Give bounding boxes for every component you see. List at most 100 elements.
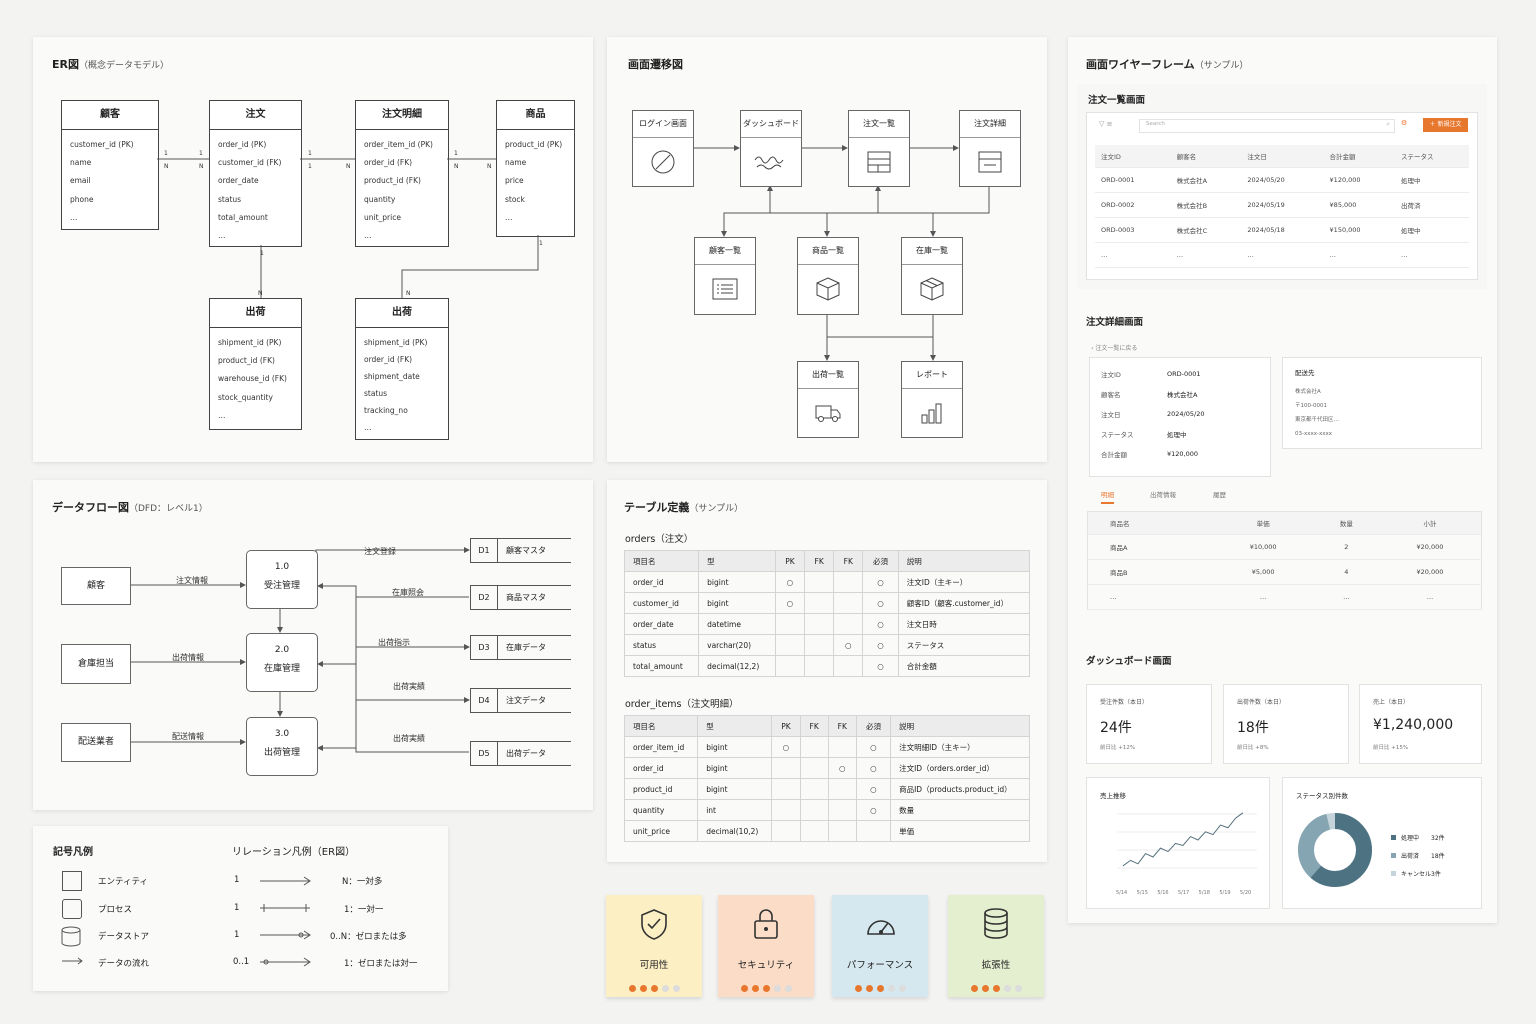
screen-flow-title: 画面遷移図 — [628, 58, 683, 71]
flow-label: 注文情報 — [176, 575, 208, 585]
relation-lines — [260, 876, 311, 967]
screen-customer-list[interactable]: 顧客一覧 — [694, 237, 756, 315]
flow-label: 出荷指示 — [378, 637, 410, 647]
x-tick-label: 5/19 — [1219, 890, 1230, 896]
screen-dashboard[interactable]: ダッシュボード — [740, 110, 802, 187]
new-order-button[interactable]: ＋ 新規注文 — [1423, 118, 1468, 132]
status-card: ステータス別件数 処理中 32件 出荷済 18件 キャンセル3件 — [1282, 777, 1482, 909]
back-link[interactable]: ‹ 注文一覧に戻る — [1091, 345, 1138, 352]
tab-shipment[interactable]: 出荷情報 — [1150, 491, 1176, 499]
card-label: N — [164, 163, 169, 170]
x-tick-label: 5/14 — [1116, 890, 1127, 896]
table-row: status varchar(20) ○ ○ ステータス — [623, 634, 1031, 656]
search-input[interactable]: Search ⌕ — [1139, 119, 1395, 133]
card-label: N — [487, 163, 492, 170]
card-label: 1 — [539, 240, 543, 247]
orders-table: 項目名型 PK FK FK 必須 説明 order_id bigint ○ ○ 注文ID（主キー）… — [623, 550, 1031, 677]
table-row[interactable]: 商品A ¥10,000 2 ¥20,000 — [1087, 534, 1482, 560]
entity-name: 注文明細 — [356, 101, 448, 130]
order-detail-wireframe: 注文詳細画面 ‹ 注文一覧に戻る 注文ID ORD-0001 顧客名 株式会社A 注… — [1077, 305, 1487, 625]
symbol-label: プロセス — [98, 905, 133, 915]
settings-icon[interactable]: ⚙ — [1401, 119, 1408, 127]
process-shipment-management[interactable]: 3.0 出荷管理 — [246, 717, 318, 776]
screen-label: ダッシュボード — [741, 111, 801, 138]
relation-left: 1 — [234, 903, 240, 913]
external-warehouse[interactable]: 倉庫担当 — [61, 644, 131, 684]
entity-name: 出荷 — [210, 299, 301, 328]
order-items-table: 項目名型 PK FK FK 必須 説明 order_item_id bigint ○ ○ 注文明細… — [623, 715, 1030, 842]
status-donut-chart — [1298, 813, 1372, 887]
process-order-management[interactable]: 1.0 受注管理 — [246, 550, 318, 609]
dfd-panel: データフロー図（DFD：レベル1） 注文情報 出荷情報 配送情報 注文登録 在庫… — [33, 480, 593, 810]
gauge-icon — [867, 920, 895, 935]
prohibited-icon — [651, 150, 675, 174]
tab-history[interactable]: 履歴 — [1213, 491, 1226, 499]
lock-icon — [754, 909, 778, 939]
symbol-process-icon — [62, 899, 82, 919]
order-items-table-title: order_items（注文明細） — [625, 699, 739, 710]
wf-order-detail-title: 注文詳細画面 — [1086, 317, 1144, 328]
entity-shipment-order[interactable]: 出荷 shipment_id (PK) order_id (FK) shipment… — [355, 298, 449, 440]
filter-icon[interactable]: ▽ ≡ — [1099, 120, 1113, 128]
wireframe-panel: 画面ワイヤーフレーム（サンプル） 注文一覧画面 ▽ ≡ Search ⌕ ⚙ ＋… — [1068, 37, 1497, 923]
entity-product[interactable]: 商品 product_id (PK) name price stock… — [496, 100, 575, 237]
datastore-d2[interactable]: D2 商品マスタ — [470, 585, 571, 610]
table-row: …………… — [1095, 242, 1469, 268]
screen-inventory-list[interactable]: 在庫一覧 — [901, 237, 963, 315]
screen-product-list[interactable]: 商品一覧 — [797, 237, 859, 315]
entity-shipment-stock[interactable]: 出荷 shipment_id (PK) product_id (FK) wareho… — [209, 298, 302, 430]
flow-label: 出荷実績 — [393, 681, 425, 691]
rating-dot-filled — [650, 985, 658, 992]
table-definition-panel: テーブル定義（サンプル） orders（注文） 項目名型 PK FK FK 必須 説明 o… — [607, 480, 1047, 862]
screen-order-list[interactable]: 注文一覧 — [848, 110, 910, 187]
table-row[interactable]: ORD-0002 株式会社B 2024/05/19 ¥85,000 出荷済 — [1095, 192, 1469, 218]
screen-report[interactable]: レポート — [901, 361, 963, 438]
rating-dots — [718, 977, 814, 996]
table-row[interactable]: ORD-0001 株式会社A 2024/05/20 ¥120,000 処理中 — [1095, 167, 1469, 193]
rating-dot-filled — [740, 985, 748, 992]
x-tick-label: 5/16 — [1157, 890, 1168, 896]
symbol-label: エンティティ — [98, 877, 148, 887]
entity-name: 注文 — [210, 101, 301, 130]
tab-details[interactable]: 明細 — [1101, 489, 1114, 504]
external-customer[interactable]: 顧客 — [61, 567, 131, 605]
datastore-d5[interactable]: D5 出荷データ — [470, 741, 571, 766]
screen-label: 在庫一覧 — [902, 238, 962, 265]
legend-item: キャンセル3件 — [1391, 866, 1445, 884]
table-row[interactable]: 商品B ¥5,000 4 ¥20,000 — [1087, 559, 1482, 585]
entity-order[interactable]: 注文 order_id (PK) customer_id (FK) order_da… — [209, 100, 302, 247]
donut-segment-processing — [1298, 813, 1372, 887]
x-tick-label: 5/17 — [1178, 890, 1189, 896]
entity-name: 出荷 — [356, 299, 448, 328]
screen-login[interactable]: ログイン画面 — [632, 110, 694, 187]
datastore-d3[interactable]: D3 在庫データ — [470, 635, 571, 660]
entity-name: 商品 — [497, 101, 574, 130]
note-label: パフォーマンス — [846, 960, 914, 971]
note-label: 拡張性 — [981, 960, 1011, 971]
rating-dot-filled — [751, 985, 759, 992]
rating-dot-empty — [661, 985, 669, 992]
table-def-title: テーブル定義（サンプル） — [624, 501, 744, 514]
note-security: セキュリティ — [718, 895, 814, 997]
kpi-sales: 売上（本日） ¥1,240,000 前日比 +15% — [1359, 684, 1482, 764]
datastore-d4[interactable]: D4 注文データ — [470, 688, 571, 713]
table-row[interactable]: ORD-0003 株式会社C 2024/05/18 ¥150,000 処理中 — [1095, 217, 1469, 243]
entity-order-detail[interactable]: 注文明細 order_item_id (PK) order_id (FK) prod… — [355, 100, 449, 247]
ship-to-card: 配送先 株式会社A 〒100-0001 東京都千代田区… 03-xxxx-xxxx — [1282, 357, 1482, 449]
screen-shipment-list[interactable]: 出荷一覧 — [797, 361, 859, 438]
datastore-d1[interactable]: D1 顧客マスタ — [470, 538, 571, 563]
process-inventory-management[interactable]: 2.0 在庫管理 — [246, 633, 318, 692]
note-performance: パフォーマンス — [832, 895, 928, 997]
card-label: N — [346, 163, 351, 170]
legend-item: 出荷済 18件 — [1391, 848, 1445, 866]
screen-flow-panel: 画面遷移図 ログイン画面 ダッシュボード 注文一覧 注文詳細 顧客 — [607, 37, 1047, 462]
entity-customer[interactable]: 顧客 customer_id (PK) name email phone… — [61, 100, 159, 230]
external-carrier[interactable]: 配送業者 — [61, 723, 131, 762]
flow-label: 注文登録 — [364, 546, 396, 556]
screen-order-detail[interactable]: 注文詳細 — [959, 110, 1021, 187]
shield-check-icon — [641, 909, 667, 940]
rating-dots — [832, 977, 928, 996]
package-icon — [920, 277, 944, 301]
symbol-label: データストア — [98, 932, 150, 942]
table-row: quantity int ○ 数量 — [623, 799, 1030, 821]
